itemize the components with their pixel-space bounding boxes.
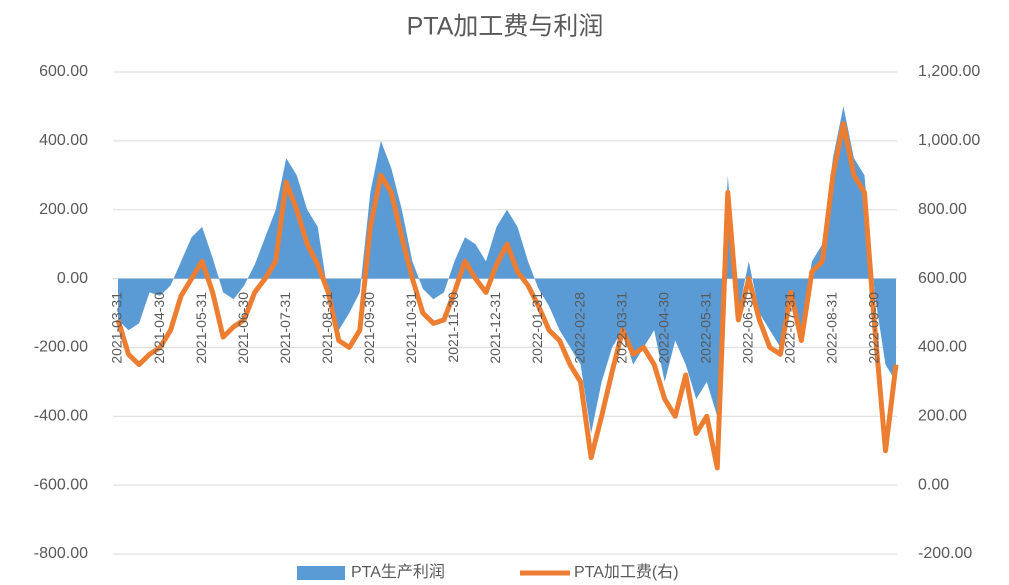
y2-tick-label: 400.00 xyxy=(918,339,967,356)
y-tick-label: -400.00 xyxy=(34,408,88,425)
y2-tick-label: 1,200.00 xyxy=(918,63,980,80)
y2-tick-label: 200.00 xyxy=(918,408,967,425)
y-tick-label: 400.00 xyxy=(39,132,88,149)
x-tick-label: 2022-05-31 xyxy=(697,292,713,364)
x-tick-label: 2022-08-31 xyxy=(824,292,840,364)
x-tick-label: 2022-06-30 xyxy=(740,292,756,364)
x-tick-label: 2022-09-30 xyxy=(866,292,882,364)
y-tick-label: 0.00 xyxy=(57,270,88,287)
x-tick-label: 2021-07-31 xyxy=(277,292,293,364)
x-tick-label: 2021-05-31 xyxy=(193,292,209,364)
x-tick-label: 2022-07-31 xyxy=(782,292,798,364)
y2-tick-label: 600.00 xyxy=(918,270,967,287)
y2-tick-label: 800.00 xyxy=(918,201,967,218)
x-tick-label: 2022-01-31 xyxy=(529,292,545,364)
x-tick-label: 2021-08-31 xyxy=(319,292,335,364)
y-tick-label: 600.00 xyxy=(39,63,88,80)
y-tick-label: -800.00 xyxy=(34,545,88,562)
x-tick-label: 2021-03-31 xyxy=(109,292,125,364)
x-tick-label: 2022-04-30 xyxy=(655,292,671,364)
y2-tick-label: 0.00 xyxy=(918,476,949,493)
x-tick-label: 2021-04-30 xyxy=(151,292,167,364)
x-tick-label: 2021-06-30 xyxy=(235,292,251,364)
y-tick-label: -200.00 xyxy=(34,339,88,356)
fee-line xyxy=(115,121,899,471)
x-tick-label: 2021-11-30 xyxy=(445,292,461,363)
x-tick-label: 2021-10-31 xyxy=(403,292,419,364)
chart-title: PTA加工费与利润 xyxy=(407,13,604,41)
x-tick-label: 2021-12-31 xyxy=(487,292,503,364)
profit-area xyxy=(118,106,896,434)
x-tick-label: 2021-09-30 xyxy=(361,292,377,364)
y-tick-label: -600.00 xyxy=(34,476,88,493)
y-tick-label: 200.00 xyxy=(39,201,88,218)
x-tick-label: 2022-03-31 xyxy=(613,292,629,364)
legend-label: PTA生产利润 xyxy=(351,563,445,581)
y2-tick-label: -200.00 xyxy=(918,545,972,562)
y2-tick-label: 1,000.00 xyxy=(918,132,980,149)
legend-label: PTA加工费(右) xyxy=(574,563,679,581)
x-tick-label: 2022-02-28 xyxy=(571,292,587,364)
legend-swatch xyxy=(297,566,345,580)
